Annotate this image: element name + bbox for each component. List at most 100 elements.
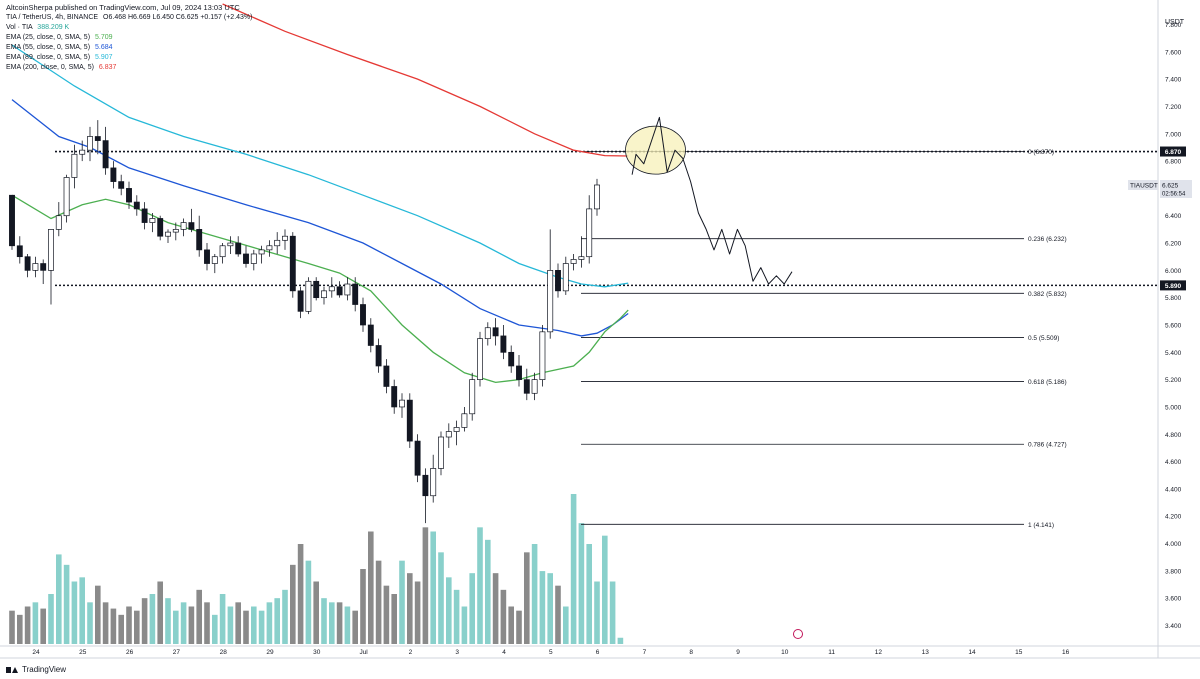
- y-tick-label: 7.000: [1165, 131, 1182, 138]
- candle-down: [16, 245, 23, 258]
- fib-level-label: 0.618 (5.186): [1028, 379, 1067, 386]
- volume-bar: [399, 560, 405, 644]
- candle-down: [414, 440, 421, 476]
- volume-bar: [157, 581, 163, 644]
- volume-bar: [422, 527, 429, 644]
- volume-bar: [9, 610, 15, 644]
- candle-down: [102, 140, 109, 169]
- fib-level-label: 0.236 (6.232): [1028, 236, 1067, 243]
- volume-bar: [40, 608, 46, 644]
- x-tick-label: 14: [968, 649, 976, 656]
- candle-down: [235, 242, 242, 255]
- candle-down: [243, 253, 249, 264]
- x-tick-label: 8: [689, 649, 693, 656]
- last-price-label: 6.625: [1162, 182, 1179, 189]
- fib-level-label: 0.382 (5.832): [1028, 291, 1067, 298]
- y-tick-label: 5.800: [1165, 295, 1182, 302]
- candle-up: [79, 149, 86, 155]
- volume-row: Vol · TIA 388.209 K: [6, 23, 69, 33]
- candle-up: [562, 263, 569, 292]
- volume-bar: [313, 581, 319, 644]
- candle-down: [500, 335, 507, 353]
- volume-bar: [516, 610, 522, 644]
- volume-bar: [196, 589, 202, 644]
- candle-down: [383, 365, 390, 387]
- tradingview-brand[interactable]: TradingView: [6, 665, 66, 674]
- candle-up: [570, 259, 577, 264]
- candle-up: [149, 218, 156, 223]
- candle-up: [547, 270, 554, 333]
- volume-bar: [383, 585, 390, 644]
- x-tick-label: 26: [126, 649, 134, 656]
- volume-bar: [617, 637, 624, 644]
- publisher-line: AltcoinSherpa published on TradingView.c…: [6, 3, 240, 12]
- volume-bar: [126, 606, 132, 644]
- candle-up: [48, 229, 54, 271]
- indicator-value: 5.684: [94, 44, 113, 51]
- volume-label[interactable]: Vol · TIA: [6, 24, 33, 31]
- volume-bar: [258, 610, 265, 644]
- symbol-tag: [1128, 179, 1158, 190]
- volume-bar: [430, 531, 436, 644]
- fib-level-label: 1 (4.141): [1028, 522, 1054, 529]
- volume-bar: [251, 606, 257, 644]
- candle-up: [165, 231, 171, 237]
- candle-down: [9, 194, 15, 247]
- y-tick-label: 6.800: [1165, 159, 1182, 166]
- volume-bar: [375, 560, 382, 644]
- candle-down: [508, 351, 515, 367]
- y-tick-label: 5.600: [1165, 323, 1182, 330]
- y-tick-label: 7.600: [1165, 49, 1182, 56]
- candle-up: [219, 245, 226, 258]
- symbol-title[interactable]: TIA / TetherUS, 4h, BINANCE: [6, 14, 99, 21]
- x-tick-label: 12: [875, 649, 883, 656]
- ema200-line: [222, 3, 629, 157]
- volume-bar: [329, 602, 335, 644]
- y-tick-label: 7.200: [1165, 104, 1182, 111]
- candle-up: [227, 242, 234, 247]
- ohlc-values: O6.468 H6.669 L6.450 C6.625 +0.157 (+2.4…: [103, 14, 253, 21]
- fib-level-label: 0 (6.870): [1028, 149, 1054, 156]
- indicator-label[interactable]: EMA (200, close, 0, SMA, 5): [6, 64, 94, 71]
- y-tick-label: 5.000: [1165, 404, 1182, 411]
- candle-up: [344, 283, 351, 296]
- volume-bar: [48, 594, 54, 644]
- indicator-value: 6.837: [98, 64, 117, 71]
- y-tick-label: 4.200: [1165, 514, 1182, 521]
- candle-up: [453, 427, 460, 432]
- indicator-label[interactable]: EMA (89, close, 0, SMA, 5): [6, 54, 91, 61]
- indicator-label[interactable]: EMA (55, close, 0, SMA, 5): [6, 44, 91, 51]
- volume-bar: [180, 602, 187, 644]
- volume-bar: [594, 581, 600, 644]
- candle-up: [594, 184, 600, 210]
- x-tick-label: 24: [32, 649, 40, 656]
- candle-up: [282, 235, 288, 241]
- candle-up: [63, 177, 70, 217]
- volume-bar: [578, 523, 585, 644]
- volume-bar: [547, 573, 553, 644]
- x-tick-label: 10: [781, 649, 789, 656]
- candle-up: [305, 280, 312, 312]
- volume-bar: [219, 594, 226, 644]
- candle-down: [516, 365, 522, 380]
- candle-down: [118, 181, 125, 189]
- volume-bar: [414, 581, 421, 644]
- volume-bar: [165, 598, 171, 644]
- y-tick-label: 5.400: [1165, 350, 1182, 357]
- x-tick-label: 16: [1062, 649, 1070, 656]
- indicator-row-ema200: EMA (200, close, 0, SMA, 5) 6.837: [6, 63, 116, 73]
- x-tick-label: 2: [409, 649, 413, 656]
- candle-down: [352, 283, 359, 305]
- indicator-label[interactable]: EMA (25, close, 0, SMA, 5): [6, 34, 91, 41]
- candle-down: [336, 286, 343, 296]
- volume-bar: [563, 606, 569, 644]
- volume-bar: [446, 577, 452, 644]
- candle-down: [492, 327, 499, 337]
- volume-bar: [17, 614, 23, 644]
- volume-bar: [586, 544, 592, 644]
- candle-down: [360, 304, 366, 326]
- candle-down: [391, 386, 398, 408]
- volume-bar: [453, 589, 460, 644]
- candle-down: [40, 263, 47, 271]
